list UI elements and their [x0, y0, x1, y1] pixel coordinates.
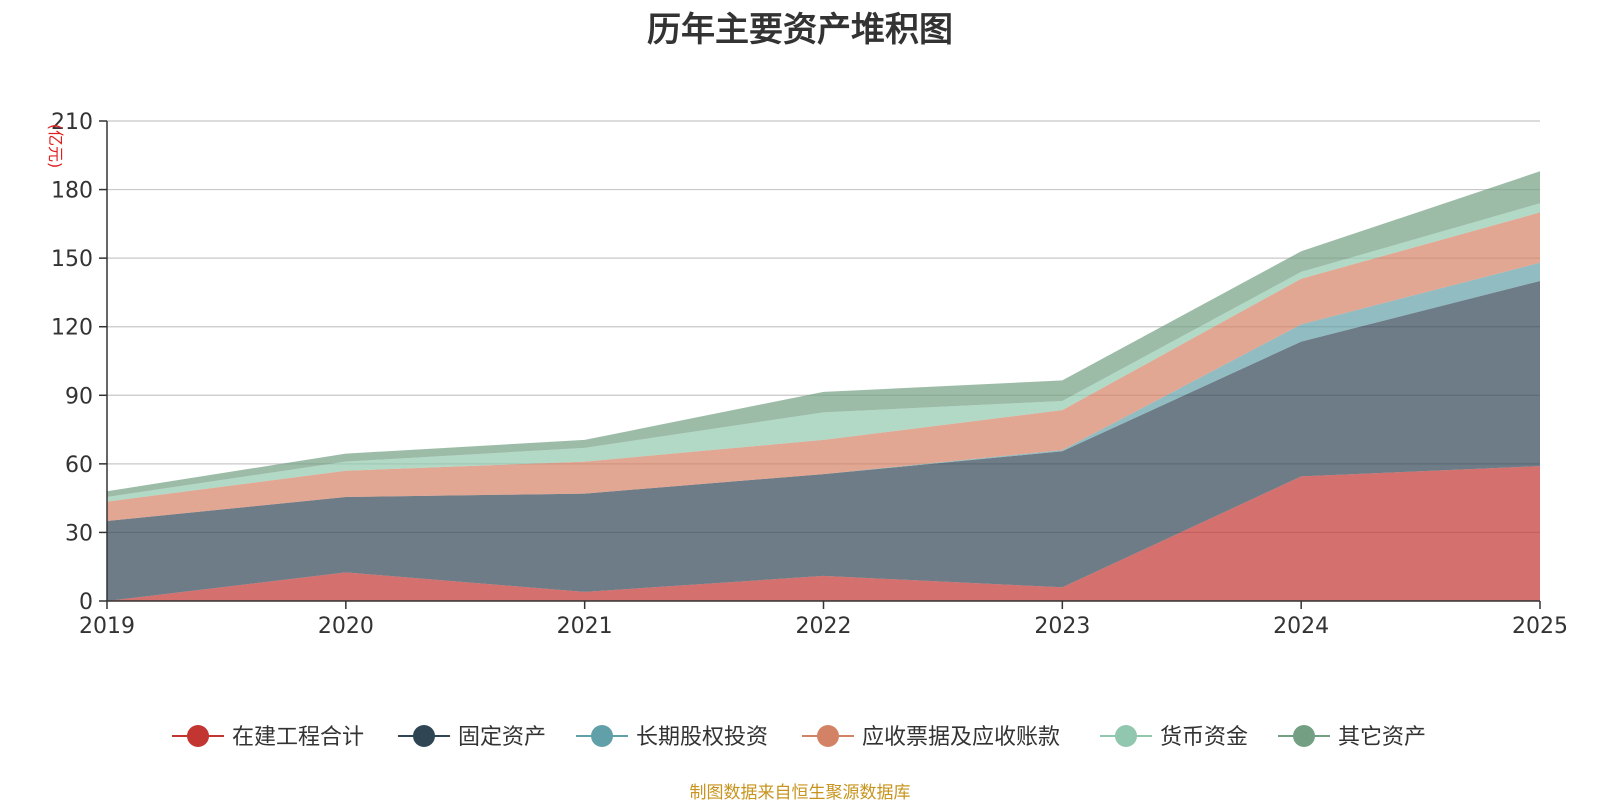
y-tick-label-210: 210: [51, 110, 93, 135]
legend-marker-5: [1115, 725, 1137, 747]
area-series-layer: [107, 171, 1540, 601]
area-series-2: [107, 281, 1540, 601]
legend-item-6: 其它资产: [1278, 725, 1426, 750]
legend-item-2: 固定资产: [398, 725, 546, 750]
x-tick-label-2020: 2020: [318, 614, 374, 639]
legend-item-3: 长期股权投资: [576, 725, 768, 750]
x-tick-label-2021: 2021: [557, 614, 613, 639]
y-tick-label-30: 30: [65, 521, 93, 546]
legend-label-1: 在建工程合计: [232, 725, 364, 750]
x-tick-label-2025: 2025: [1512, 614, 1568, 639]
legend-marker-2: [413, 725, 435, 747]
legend-label-2: 固定资产: [458, 725, 546, 750]
axes: 0 30 60 90 120 150 180 210 2019 2020 2021 2022 2023 2…: [46, 110, 1568, 639]
x-tick-label-2022: 2022: [796, 614, 852, 639]
chart-title: 历年主要资产堆积图: [647, 10, 953, 50]
legend-marker-1: [187, 725, 209, 747]
y-tick-label-90: 90: [65, 384, 93, 409]
area-series-1: [107, 466, 1540, 601]
x-tick-label-2023: 2023: [1034, 614, 1090, 639]
legend-item-4: 应收票据及应收账款: [802, 725, 1060, 750]
legend-marker-6: [1293, 725, 1315, 747]
legend-marker-4: [817, 725, 839, 747]
legend: 在建工程合计 固定资产 长期股权投资 应收票据及应收账款 货币资金 其它资产: [172, 725, 1426, 750]
y-tick-label-60: 60: [65, 453, 93, 478]
y-tick-label-150: 150: [51, 247, 93, 272]
legend-label-5: 货币资金: [1160, 725, 1248, 750]
legend-item-1: 在建工程合计: [172, 725, 364, 750]
legend-marker-3: [591, 725, 613, 747]
y-tick-label-0: 0: [79, 590, 93, 615]
area-series-4: [107, 212, 1540, 521]
legend-item-5: 货币资金: [1100, 725, 1248, 750]
y-tick-label-120: 120: [51, 316, 93, 341]
y-unit-label: (亿元): [46, 124, 65, 169]
legend-label-3: 长期股权投资: [636, 725, 768, 750]
x-tick-label-2024: 2024: [1273, 614, 1329, 639]
legend-label-6: 其它资产: [1338, 725, 1426, 750]
y-tick-label-180: 180: [51, 179, 93, 204]
legend-label-4: 应收票据及应收账款: [862, 725, 1060, 750]
source-note: 制图数据来自恒生聚源数据库: [689, 783, 911, 803]
x-tick-label-2019: 2019: [79, 614, 135, 639]
